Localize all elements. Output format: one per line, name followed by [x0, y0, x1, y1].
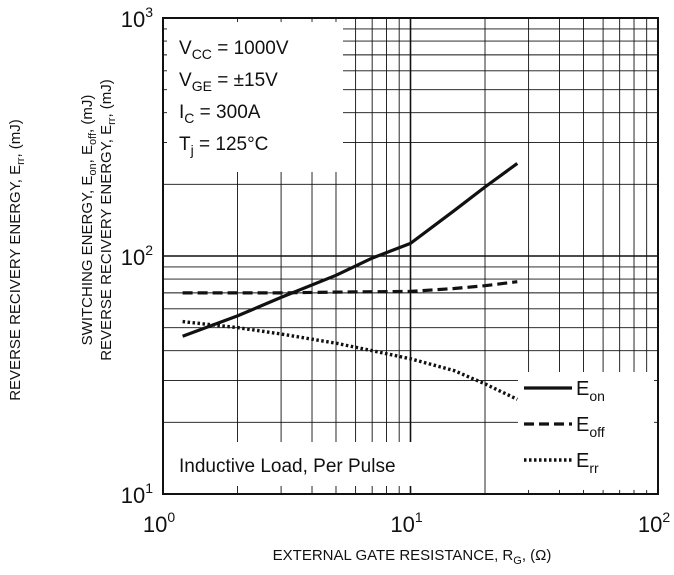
annotation-box: VCC = 1000V VGE = ±15V IC = 300A Tj = 125°C — [167, 22, 343, 172]
x-tick-label: 100 — [143, 509, 175, 537]
x-axis-title: EXTERNAL GATE RESISTANCE, RG, (Ω) — [273, 547, 552, 567]
annotation-line: Tj = 125°C — [179, 134, 268, 158]
x-tick-label: 102 — [638, 509, 670, 537]
note-box: Inductive Load, Per Pulse — [167, 442, 461, 486]
series-line-off — [182, 280, 518, 295]
legend-label: Err — [576, 450, 599, 476]
note-text: Inductive Load, Per Pulse — [179, 456, 396, 477]
series-layer — [182, 162, 519, 401]
series-line-on — [182, 162, 519, 338]
y-tick-label: 101 — [121, 480, 153, 508]
legend-bg — [518, 372, 654, 490]
y-axis-title-recovery: REVERSE RECIVERY ENERGY, Err, (mJ) — [98, 79, 118, 361]
annotation-bg — [167, 22, 343, 172]
y-axis-title-outer: REVERSE RECIVERY ENERGY, Err, (mJ) — [7, 119, 27, 401]
grid-major — [163, 18, 658, 494]
annotation-line: IC = 300A — [179, 102, 261, 126]
annotation-line: VCC = 1000V — [179, 38, 289, 62]
legend-label: Eoff — [576, 414, 605, 440]
series-line-rr — [182, 319, 519, 401]
x-tick-label: 101 — [390, 509, 422, 537]
legend-label: Eon — [576, 378, 605, 404]
annotation-line: VGE = ±15V — [179, 70, 278, 94]
note-bg — [167, 442, 461, 486]
legend: Eon Eoff Err — [518, 372, 654, 490]
y-axis-title-switching: SWITCHING ENERGY, Eon, Eoff, (mJ) — [79, 95, 99, 346]
y-tick-label: 103 — [121, 4, 153, 32]
y-tick-label: 102 — [121, 242, 153, 270]
plot-frame — [162, 17, 659, 495]
axis-titles: EXTERNAL GATE RESISTANCE, RG, (Ω) REVERSE… — [7, 79, 551, 567]
